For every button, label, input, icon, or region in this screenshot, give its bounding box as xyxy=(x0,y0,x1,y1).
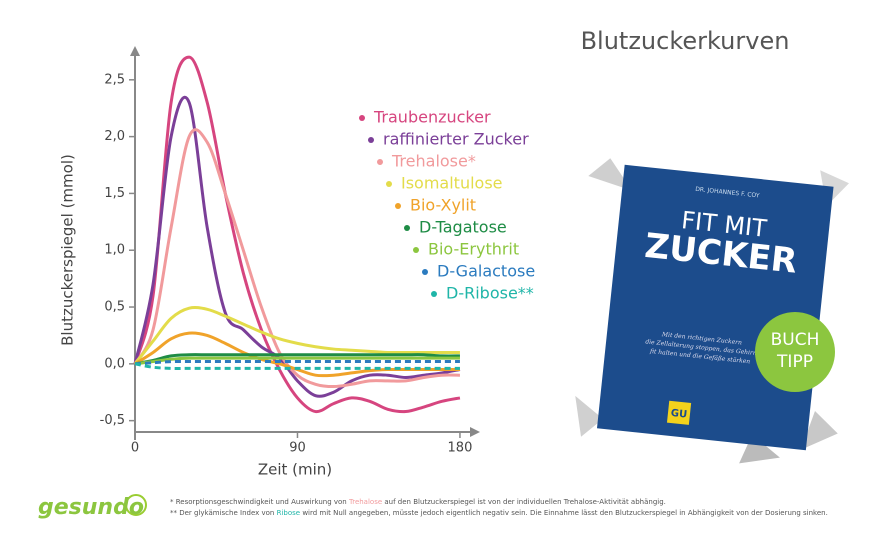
legend-label: Isomaltulose xyxy=(401,174,503,193)
shard xyxy=(800,411,838,450)
data-line xyxy=(133,55,461,414)
x-tick-label: 0 xyxy=(131,441,139,456)
publisher: GU xyxy=(670,408,687,421)
legend-marker xyxy=(422,269,428,275)
legend-label: D-Galactose xyxy=(437,262,535,281)
y-tick-label: 2,0 xyxy=(104,129,125,144)
y-tick-label: 1,0 xyxy=(104,243,125,258)
y-tick-label: 0,5 xyxy=(104,300,125,315)
badge-text: BUCH xyxy=(771,330,820,350)
footnote-highlight: Trehalose xyxy=(348,498,382,506)
legend-label: Traubenzucker xyxy=(373,108,491,127)
y-axis-label: Blutzuckerspiegel (mmol) xyxy=(59,154,77,346)
legend-marker xyxy=(413,247,419,253)
footnote-text: auf den Blutzuckerspiegel ist von der in… xyxy=(382,498,666,506)
legend-label: Trehalose* xyxy=(391,152,476,171)
badge-text: TIPP xyxy=(776,352,813,372)
chart-title: Blutzuckerkurven xyxy=(581,27,790,55)
logo-sun xyxy=(125,494,147,516)
data-line xyxy=(134,359,460,366)
legend-label: D-Ribose** xyxy=(446,284,534,303)
logo: gesundo xyxy=(38,495,144,520)
data-line xyxy=(134,356,460,366)
legend-marker xyxy=(386,181,392,187)
x-axis-label: Zeit (min) xyxy=(258,461,332,479)
publisher-box xyxy=(666,400,692,425)
footnote: ** Der glykämische Index von Ribose wird… xyxy=(170,509,828,517)
legend-label: Bio-Xylit xyxy=(410,196,476,215)
footnote: * Resorptionsgeschwindigkeit und Auswirk… xyxy=(170,498,666,506)
y-tick-label: 0,0 xyxy=(104,356,125,371)
legend-label: D-Tagatose xyxy=(419,218,507,237)
shard xyxy=(575,395,604,437)
data-line xyxy=(134,353,460,366)
legend-label: raffinierter Zucker xyxy=(383,130,529,149)
data-line xyxy=(133,95,461,398)
y-tick-label: 1,5 xyxy=(104,186,125,201)
data-line xyxy=(133,128,460,389)
y-tick-label: -0,5 xyxy=(100,413,125,428)
x-tick-label: 90 xyxy=(289,441,306,456)
x-axis-arrow xyxy=(470,427,480,437)
footnote-text: ** Der glykämische Index von xyxy=(170,509,277,517)
legend-marker xyxy=(359,115,365,121)
legend-label: Bio-Erythrit xyxy=(428,240,519,259)
footnote-highlight: Ribose xyxy=(277,509,301,517)
legend-marker xyxy=(431,291,437,297)
book: DR. JOHANNES F. COY FIT MIT ZUCKER Mit d… xyxy=(575,158,849,464)
legend-marker xyxy=(395,203,401,209)
x-tick-label: 180 xyxy=(448,441,473,456)
legend-marker xyxy=(368,137,374,143)
y-axis-arrow xyxy=(130,46,140,56)
badge xyxy=(755,312,835,392)
footnote-text: * Resorptionsgeschwindigkeit und Auswirk… xyxy=(170,498,349,506)
book-cover xyxy=(596,164,834,451)
y-tick-label: 2,5 xyxy=(104,72,125,87)
data-line xyxy=(134,362,460,370)
legend-marker xyxy=(404,225,410,231)
shard xyxy=(588,158,633,191)
footnote-text: wird mit Null angegeben, müsste jedoch e… xyxy=(300,509,828,517)
legend-marker xyxy=(377,159,383,165)
data-line xyxy=(133,306,460,365)
